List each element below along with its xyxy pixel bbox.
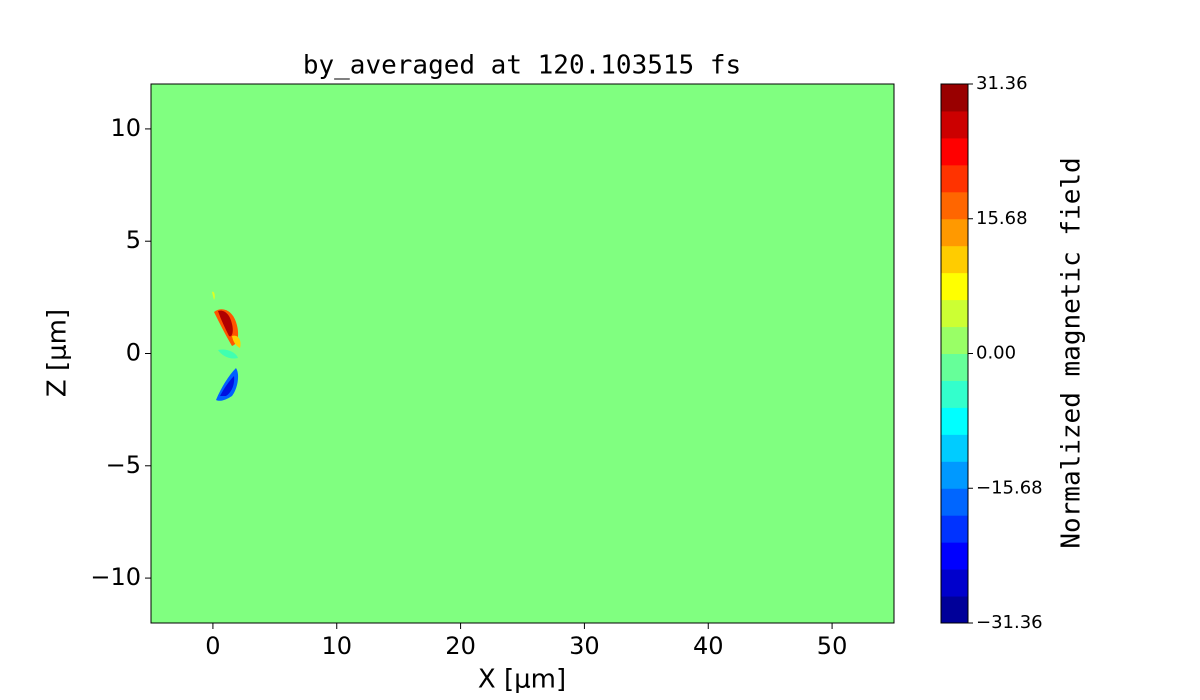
- colorbar-band: [941, 380, 968, 408]
- colorbar: [941, 84, 968, 624]
- colorbar-band: [941, 326, 968, 354]
- colorbar-band: [941, 569, 968, 597]
- x-tick-label: 30: [569, 632, 600, 660]
- weak-positive: [232, 335, 241, 348]
- y-tick-label: 0: [126, 339, 141, 367]
- positive-core: [218, 310, 233, 337]
- colorbar-band: [941, 596, 968, 624]
- colorbar-tick-label: 0.00: [976, 343, 1016, 364]
- weak-negative: [218, 349, 238, 359]
- field-structure: [212, 291, 241, 401]
- y-tick-label: 5: [126, 226, 141, 254]
- colorbar-tick-label: 15.68: [976, 208, 1028, 229]
- colorbar-band: [941, 272, 968, 301]
- colorbar-band: [941, 515, 968, 543]
- colorbar-band: [941, 164, 968, 193]
- colorbar-band: [941, 137, 968, 166]
- colorbar-band: [941, 461, 968, 489]
- y-tick-label: −5: [106, 451, 141, 479]
- weak-positive: [212, 291, 215, 300]
- negative-core: [220, 376, 235, 396]
- x-tick-label: 0: [205, 632, 220, 660]
- x-tick-label: 40: [693, 632, 724, 660]
- negative-region: [216, 368, 239, 401]
- x-tick-label: 10: [321, 632, 352, 660]
- chart-title: by_averaged at 120.103515 fs: [303, 51, 741, 81]
- field: [151, 84, 894, 623]
- colorbar-tick-label: −15.68: [976, 477, 1043, 498]
- colorbar-band: [941, 110, 968, 139]
- colorbar-label: Normalized magnetic field: [1057, 157, 1087, 548]
- colorbar-band: [941, 407, 968, 435]
- y-tick-label: 10: [110, 114, 141, 142]
- colorbar-band: [941, 218, 968, 247]
- x-axis-label: X [μm]: [478, 665, 566, 695]
- x-tick-label: 50: [817, 632, 848, 660]
- x-tick-label: 20: [445, 632, 476, 660]
- y-axis-label: Z [μm]: [43, 309, 73, 397]
- colorbar-band: [941, 353, 968, 381]
- colorbar-band: [941, 191, 968, 220]
- field-background: [151, 84, 894, 623]
- colorbar-band: [941, 434, 968, 462]
- y-tick-label: −10: [90, 563, 141, 591]
- colorbar-band: [941, 488, 968, 516]
- colorbar-band: [941, 542, 968, 570]
- colorbar-band: [941, 84, 968, 112]
- colorbar-band: [941, 245, 968, 274]
- colorbar-tick-label: −31.36: [976, 612, 1043, 633]
- colorbar-band: [941, 299, 968, 328]
- colorbar-tick-label: 31.36: [976, 73, 1028, 94]
